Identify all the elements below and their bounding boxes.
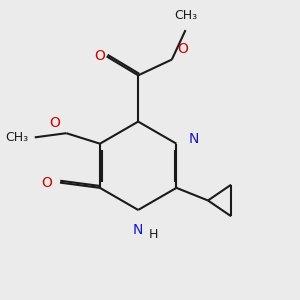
Text: CH₃: CH₃ <box>5 131 28 144</box>
Text: O: O <box>49 116 60 130</box>
Text: H: H <box>149 228 158 241</box>
Text: CH₃: CH₃ <box>174 9 197 22</box>
Text: O: O <box>42 176 52 190</box>
Text: O: O <box>177 42 188 56</box>
Text: O: O <box>94 50 105 63</box>
Text: N: N <box>189 133 200 146</box>
Text: N: N <box>133 223 143 237</box>
